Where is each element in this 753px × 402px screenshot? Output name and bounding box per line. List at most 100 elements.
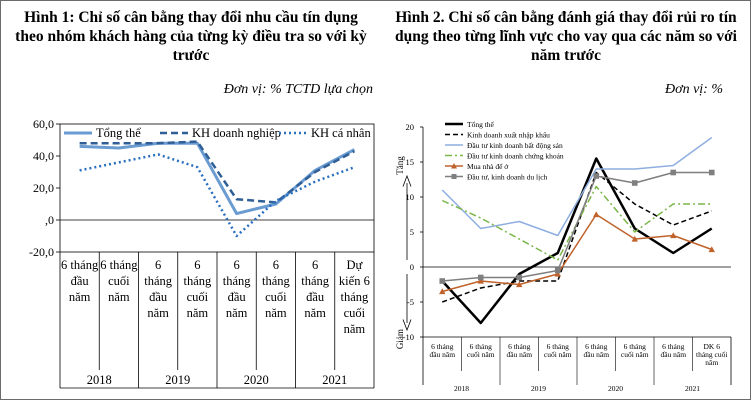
chart1-category-label: năm (344, 322, 366, 336)
chart1-category-label: đầu (306, 290, 325, 304)
chart1-series-line-2 (79, 153, 355, 238)
chart2-category-label: 6 tháng (470, 342, 493, 351)
chart2-category-label: cuối năm (467, 350, 495, 359)
chart1-category-label: tháng (223, 274, 252, 288)
chart2-point-4 (477, 277, 484, 284)
chart1-year-label: 2020 (244, 373, 269, 387)
chart1-ytick-label: 60,0 (33, 117, 54, 131)
chart2-point-5 (516, 274, 523, 281)
chart1-category-label: tháng (144, 274, 173, 288)
chart2-category-label: 6 tháng (585, 342, 608, 351)
chart1-ytick-label: ,0 (45, 213, 54, 227)
chart2-point-4 (670, 232, 677, 239)
chart2-category-label: DK 6 (704, 342, 721, 351)
chart1-year-label: 2018 (87, 373, 112, 387)
chart1-category-label: năm (69, 290, 91, 304)
chart2-point-5 (708, 169, 715, 176)
chart2-category-label: năm (705, 358, 718, 367)
chart2-legend-label-0: Tổng thể (467, 120, 495, 129)
chart1-category-label: tháng (340, 290, 369, 304)
chart2-ytick-label: 0 (410, 262, 414, 272)
chart1-ytick-label: -20,0 (29, 245, 54, 259)
chart1-category-label: năm (226, 306, 248, 320)
chart2-legend-label-1: Kinh doanh xuất nhập khẩu (467, 131, 550, 140)
chart2-up-arrowhead (402, 174, 412, 187)
chart2-category-label: đầu năm (506, 350, 532, 359)
chart2-point-5 (554, 267, 561, 274)
chart2-point-4 (631, 235, 638, 242)
chart2-year-label: 2021 (685, 384, 700, 392)
chart2-down-label: Giảm (395, 329, 405, 349)
chart2-up-label: Tăng (395, 156, 405, 175)
chart2-point-4 (554, 270, 561, 277)
chart2-down-arrowhead (402, 319, 412, 332)
chart2-series-line-4 (442, 213, 713, 293)
chart1-ytick-label: 40,0 (33, 149, 54, 163)
chart2-point-5 (631, 180, 638, 186)
chart2-point-4 (439, 288, 446, 295)
chart2-category-label: tháng cuối (696, 350, 727, 359)
chart1-category-label: 6 tháng (61, 258, 99, 272)
chart2-point-4 (593, 211, 600, 218)
chart1-legend-label-0: Tổng thể (96, 126, 141, 140)
chart2-ytick-label: 10 (406, 192, 415, 202)
chart1-legend-label-1: KH doanh nghiệp (192, 126, 281, 140)
chart1-category-label: năm (147, 306, 169, 320)
chart1-series-line-0 (79, 141, 356, 216)
chart2-series-line-2 (441, 136, 713, 237)
chart2-legend-label-3: Đầu tư kinh doanh chứng khoán (467, 152, 564, 161)
chart1-category-label: cuối (265, 290, 287, 304)
chart2-ytick-label: 15 (406, 157, 415, 167)
chart1-ytick-label: 20,0 (33, 181, 54, 195)
chart2-category-label: đầu năm (583, 350, 609, 359)
chart1-category-label: 6 tháng (100, 258, 138, 272)
figure2-unit: Đơn vị: % (664, 82, 723, 97)
figure1-unit: Đơn vị: % TCTD lựa chọn (223, 82, 373, 97)
chart1-legend-label-2: KH cá nhân (311, 126, 371, 140)
chart2-point-5 (477, 274, 484, 281)
chart2-legend-marker-4 (451, 163, 457, 169)
chart2-ytick-label: 20 (406, 122, 415, 132)
chart1-category-label: 6 (273, 258, 279, 272)
chart1-category-label: 6 (312, 258, 318, 272)
chart1-category-label: năm (108, 290, 130, 304)
chart2-point-5 (439, 278, 446, 284)
chart1-category-label: đầu (71, 274, 90, 288)
chart2-series-line-1 (441, 171, 713, 303)
chart1-year-label: 2019 (165, 373, 190, 387)
chart1-category-label: 6 (234, 258, 240, 272)
chart2-point-4 (708, 246, 715, 253)
chart2-ytick-label: -10 (403, 332, 414, 342)
chart2-year-label: 2020 (608, 384, 623, 392)
chart1-category-label: 6 (155, 258, 161, 272)
chart2-category-label: cuối năm (621, 350, 649, 359)
chart2-category-label: cuối năm (544, 350, 572, 359)
chart2-ytick-label: 5 (410, 227, 414, 237)
chart1-category-label: cuối (344, 306, 366, 320)
figure1-title: Hình 1: Chỉ số cân bằng thay đổi nhu cầu… (15, 9, 367, 64)
chart2-legend-label-2: Đầu tư kinh doanh bất động sản (467, 141, 563, 150)
chart1-category-label: năm (265, 306, 287, 320)
chart2-legend-label-4: Mua nhà để ở (467, 162, 509, 171)
chart1-category-label: đầu (149, 290, 168, 304)
chart1-category-label: tháng (301, 274, 330, 288)
chart1-category-label: kiến 6 (339, 274, 370, 288)
chart2-category-label: 6 tháng (662, 342, 685, 351)
chart1-category-label: cuối (108, 274, 130, 288)
chart1-category-label: Dự (346, 258, 363, 272)
chart2-year-label: 2019 (531, 384, 546, 392)
chart2-series-line-0 (441, 157, 713, 325)
chart2-ytick-label: -5 (407, 297, 414, 307)
chart1-category-label: năm (304, 306, 326, 320)
chart2-legend-label-5: Đầu tư, kinh doanh du lịch (467, 173, 548, 182)
chart2-year-label: 2018 (454, 384, 469, 392)
chart2-point-4 (516, 281, 523, 288)
chart1-category-label: tháng (262, 274, 291, 288)
chart2-series-line-5 (442, 171, 712, 282)
chart1-year-label: 2021 (322, 373, 347, 387)
chart2-category-label: 6 tháng (431, 342, 454, 351)
chart2-category-label: đầu năm (429, 350, 455, 359)
